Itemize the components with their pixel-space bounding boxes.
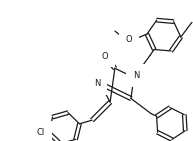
Text: N: N [133,71,139,80]
Text: O: O [126,35,132,44]
Text: O: O [102,52,108,61]
Text: N: N [94,79,100,88]
Text: Cl: Cl [37,128,45,137]
